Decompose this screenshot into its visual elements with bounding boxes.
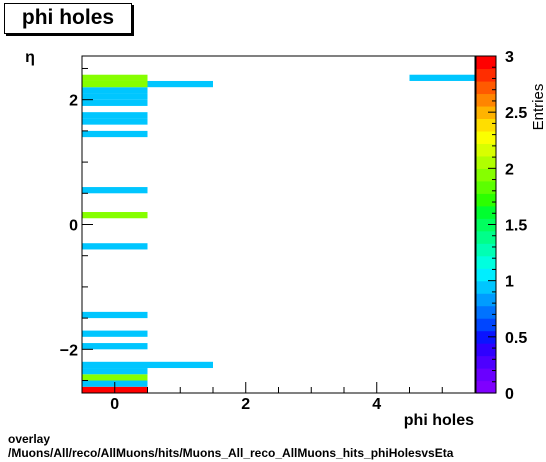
chart-title: phi holes (21, 6, 115, 29)
heatmap-cell (147, 361, 213, 369)
palette-tick-label: 1 (505, 274, 514, 291)
y-tick-label: −2 (60, 342, 78, 359)
palette-swatch (476, 118, 496, 132)
palette-swatch (476, 255, 496, 269)
heatmap-cell (82, 187, 148, 194)
footer-line-2: /Muons/All/reco/AllMuons/hits/Muons_All_… (8, 446, 454, 460)
palette-swatch (476, 293, 496, 307)
palette-swatch (476, 368, 496, 382)
palette-swatch (476, 318, 496, 332)
palette-swatch (476, 130, 496, 144)
footer-line-1: overlay (8, 432, 51, 446)
color-palette (476, 56, 496, 394)
palette-swatch (476, 218, 496, 232)
x-tick-label: 4 (372, 396, 381, 413)
y-tick-label: 2 (69, 93, 78, 110)
palette-swatch (476, 280, 496, 294)
heatmap-cell (82, 74, 148, 81)
x-axis-ticks: 0 2 4 (110, 382, 443, 413)
palette-swatch (476, 230, 496, 244)
palette-tick-label: 3 (505, 49, 514, 66)
palette-ticks: 0 0.5 1 1.5 2 2.5 3 (488, 49, 527, 403)
plot-frame (81, 55, 476, 394)
x-axis-label: phi holes (404, 412, 474, 429)
palette-swatch (476, 380, 496, 394)
palette-tick-label: 0.5 (505, 330, 527, 347)
heatmap-cell (82, 118, 148, 125)
palette-swatch (476, 305, 496, 319)
x-tick-label: 2 (241, 396, 250, 413)
heatmap-cells (82, 74, 475, 393)
palette-swatch (476, 268, 496, 282)
y-axis-ticks: −2 0 2 (60, 67, 93, 382)
heatmap-cell (409, 74, 475, 81)
heatmap-cell (82, 243, 148, 250)
y-tick-label: 0 (69, 218, 78, 235)
heatmap-cell (82, 343, 148, 350)
palette-swatch (476, 155, 496, 169)
heatmap-cell (82, 93, 148, 100)
heatmap-cell (82, 130, 148, 138)
heatmap-cell (82, 361, 148, 369)
x-tick-label: 0 (110, 396, 119, 413)
heatmap-cell (82, 368, 148, 375)
heatmap-cell (82, 311, 148, 319)
palette-swatch (476, 56, 496, 70)
heatmap-cell (82, 330, 148, 337)
palette-swatch (476, 243, 496, 257)
palette-swatch (476, 343, 496, 357)
palette-swatch (476, 330, 496, 344)
heatmap-cell (147, 80, 213, 88)
palette-swatch (476, 193, 496, 207)
palette-axis-label: Entries (530, 84, 546, 131)
heatmap-cell (82, 80, 148, 88)
heatmap-cell (82, 99, 148, 106)
palette-tick-label: 2.5 (505, 105, 527, 122)
palette-swatch (476, 105, 496, 120)
palette-swatch (476, 68, 496, 82)
palette-swatch (476, 143, 496, 157)
chart-title-box: phi holes (4, 3, 132, 34)
palette-swatch (476, 93, 496, 107)
palette-swatch (476, 355, 496, 369)
heatmap-cell (82, 374, 148, 381)
heatmap-cell (82, 87, 148, 94)
palette-swatch (476, 80, 496, 95)
palette-tick-label: 1.5 (505, 218, 527, 235)
palette-swatch (476, 168, 496, 182)
palette-tick-label: 0 (505, 386, 514, 403)
palette-tick-label: 2 (505, 161, 514, 178)
palette-swatch (476, 205, 496, 219)
y-axis-label: η (25, 49, 35, 66)
heatmap-cell (82, 112, 148, 119)
palette-swatch (476, 180, 496, 194)
footer-caption: overlay /Muons/All/reco/AllMuons/hits/Mu… (8, 432, 453, 460)
heatmap-cell (82, 212, 148, 219)
